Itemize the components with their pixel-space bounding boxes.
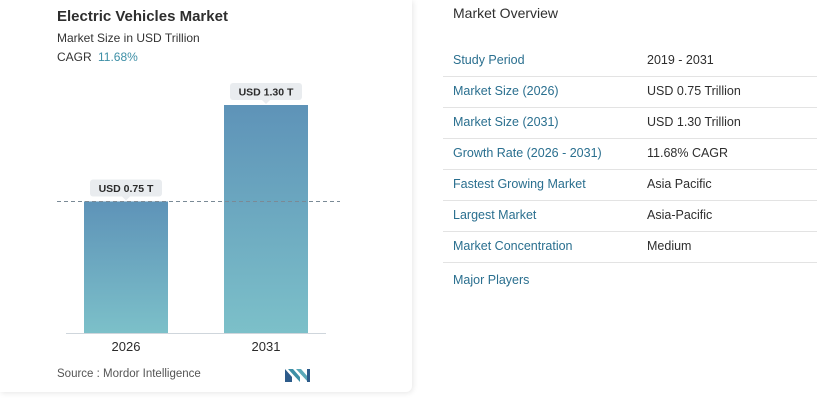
bar-2031 <box>224 105 308 333</box>
overview-row: Largest Market Asia-Pacific <box>443 200 817 232</box>
cagr-label: CAGR <box>57 50 92 64</box>
bar-2026 <box>84 201 168 333</box>
overview-row-label: Market Size (2026) <box>453 84 559 98</box>
chart-title: Electric Vehicles Market <box>57 8 228 25</box>
overview-row: Growth Rate (2026 - 2031) 11.68% CAGR <box>443 138 817 170</box>
overview-row: Market Size (2026) USD 0.75 Trillion <box>443 76 817 108</box>
overview-row-value: Medium <box>647 239 692 253</box>
chart-card: Electric Vehicles Market Market Size in … <box>0 0 412 392</box>
data-label-bg <box>230 83 302 100</box>
overview-row-value: USD 1.30 Trillion <box>647 115 741 129</box>
data-label: USD 1.30 T <box>239 87 294 99</box>
data-label: USD 0.75 T <box>99 183 154 195</box>
overview-row-label: Largest Market <box>453 208 537 222</box>
mordor-intelligence-logo-icon <box>285 369 310 382</box>
chart-subtitle: Market Size in USD Trillion <box>57 31 200 45</box>
overview-title: Market Overview <box>453 5 559 21</box>
overview-row-label: Growth Rate (2026 - 2031) <box>453 146 602 160</box>
x-tick-label: 2031 <box>252 339 281 354</box>
overview-row: Market Size (2031) USD 1.30 Trillion <box>443 107 817 139</box>
major-players-label[interactable]: Major Players <box>453 273 530 287</box>
overview-row-label: Fastest Growing Market <box>453 177 586 191</box>
overview-row-value: 11.68% CAGR <box>647 146 729 160</box>
overview-row-label: Market Size (2031) <box>453 115 559 129</box>
overview-row-label: Market Concentration <box>453 239 573 253</box>
overview-row: Fastest Growing Market Asia Pacific <box>443 169 817 201</box>
overview-row-label: Study Period <box>453 53 525 67</box>
data-label-pointer <box>262 100 270 104</box>
bar-chart: USD 0.75 T 2026 USD 1.30 T 2031 <box>57 83 340 354</box>
source-text: Source : Mordor Intelligence <box>57 368 201 380</box>
cagr-value: 11.68% <box>98 50 138 64</box>
overview-row-value: Asia Pacific <box>647 177 712 191</box>
overview-row-value: USD 0.75 Trillion <box>647 84 741 98</box>
data-label-pointer <box>122 196 130 201</box>
overview-row-value: Asia-Pacific <box>647 208 713 222</box>
data-label-bg <box>90 179 162 197</box>
overview-row: Study Period 2019 - 2031 <box>443 45 817 77</box>
cagr-line: CAGR 11.68% <box>57 50 138 64</box>
x-tick-label: 2026 <box>112 339 141 354</box>
overview-row: Market Concentration Medium <box>443 231 817 263</box>
overview-row-value: 2019 - 2031 <box>647 53 714 67</box>
